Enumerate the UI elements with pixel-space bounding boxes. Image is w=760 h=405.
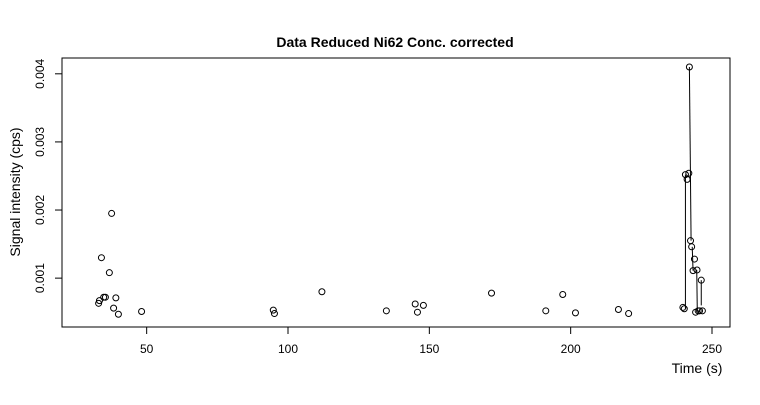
data-point: [696, 307, 704, 315]
x-tick-label: 50: [140, 342, 154, 356]
data-point: [683, 175, 691, 183]
data-point: [614, 305, 622, 313]
data-point: [625, 310, 633, 318]
y-tick-label: 0.001: [33, 263, 47, 293]
data-point: [270, 310, 278, 318]
x-tick-label: 150: [419, 342, 439, 356]
data-point: [108, 209, 116, 217]
x-axis: 50 100 150 200 250: [140, 326, 722, 356]
data-point: [114, 310, 122, 318]
connector-line: [691, 246, 694, 271]
data-point: [269, 306, 277, 314]
data-point: [693, 266, 701, 274]
connector-lines: [684, 66, 702, 313]
data-point: [559, 290, 567, 298]
data-point: [681, 171, 689, 179]
plot-frame: [61, 57, 731, 328]
data-point: [680, 305, 688, 313]
data-point: [697, 276, 705, 284]
data-point: [419, 301, 427, 309]
data-point: [571, 309, 579, 317]
y-tick-label: 0.004: [33, 58, 47, 88]
x-tick-label: 200: [561, 342, 581, 356]
data-point: [112, 294, 120, 302]
data-point: [318, 288, 326, 296]
data-point: [138, 308, 146, 316]
data-points: [95, 63, 706, 318]
data-point: [698, 307, 706, 315]
connector-line: [688, 66, 692, 241]
x-tick-label: 250: [702, 342, 722, 356]
data-point: [97, 254, 105, 262]
y-axis-label: Signal intensity (cps): [7, 127, 23, 256]
data-point: [688, 243, 696, 251]
y-tick-label: 0.002: [33, 195, 47, 225]
data-point: [542, 307, 550, 315]
data-point: [105, 269, 113, 277]
data-point: [488, 289, 496, 297]
data-point: [411, 300, 419, 308]
data-point: [689, 267, 697, 275]
connector-line: [696, 269, 698, 313]
data-point: [685, 63, 693, 71]
x-axis-label: Time (s): [672, 360, 723, 376]
data-point: [685, 169, 693, 177]
data-point: [95, 297, 103, 305]
y-axis: 0.001 0.002 0.003 0.004: [33, 58, 63, 293]
chart-title: Data Reduced Ni62 Conc. corrected: [276, 34, 513, 50]
data-point: [413, 308, 421, 316]
data-point: [679, 303, 687, 311]
data-point: [101, 293, 109, 301]
data-point: [687, 237, 695, 245]
x-tick-label: 100: [278, 342, 298, 356]
data-point: [110, 304, 118, 312]
data-point: [382, 307, 390, 315]
y-tick-label: 0.003: [33, 127, 47, 157]
data-point: [690, 255, 698, 263]
